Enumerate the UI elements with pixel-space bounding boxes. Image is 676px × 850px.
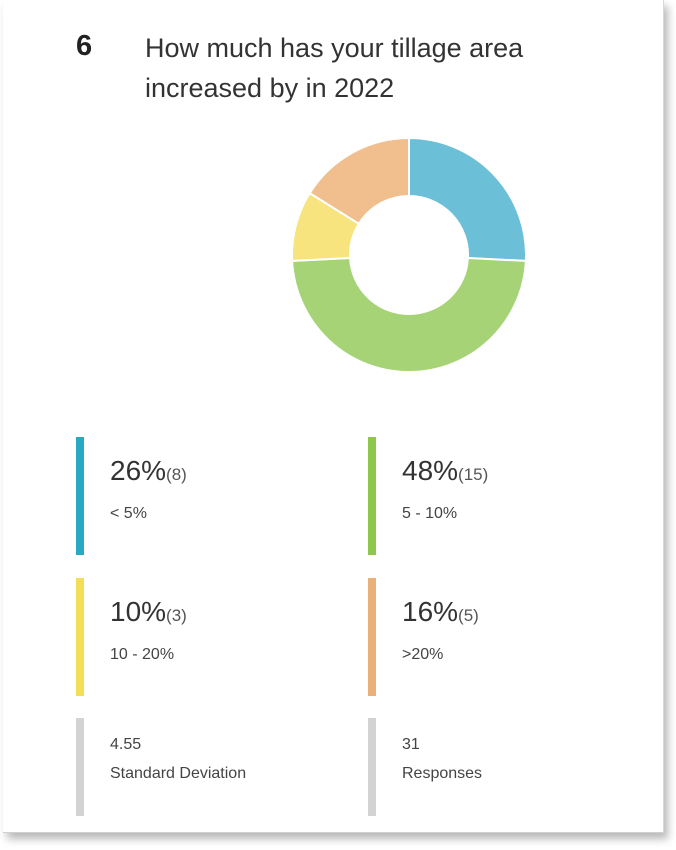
legend-color-bar [76, 578, 84, 696]
question-number: 6 [76, 30, 93, 62]
legend-percent: 16%(5) [402, 596, 479, 627]
legend-item-gt20: 16%(5) >20% [368, 578, 628, 696]
stat-value: 31 [402, 736, 420, 753]
legend-count: (8) [166, 465, 187, 484]
donut-slice-3 [308, 136, 410, 226]
legend-color-bar [368, 578, 376, 696]
legend-item-lt5: 26%(8) < 5% [76, 437, 336, 555]
donut-slice-0 [408, 136, 527, 262]
legend-color-bar [76, 437, 84, 555]
stat-standard-deviation: 4.55 Standard Deviation [76, 718, 336, 816]
stat-bar [76, 718, 84, 816]
stat-label: Responses [402, 765, 483, 782]
legend-label: >20% [402, 646, 444, 663]
legend-count: (15) [458, 465, 489, 484]
legend-item-5-10: 48%(15) 5 - 10% [368, 437, 628, 555]
legend-color-bar [368, 437, 376, 555]
stat-responses: 31 Responses [368, 718, 628, 816]
legend-count: (5) [458, 606, 479, 625]
donut-slice-1 [291, 256, 527, 374]
stat-bar [368, 718, 376, 816]
legend-percent: 10%(3) [110, 596, 187, 627]
stat-label: Standard Deviation [110, 765, 247, 782]
donut-chart [291, 136, 527, 374]
question-card: 6 How much has your tillage area increas… [3, 0, 664, 833]
legend-label: 5 - 10% [402, 505, 458, 522]
stat-value: 4.55 [110, 736, 142, 753]
legend-percent: 26%(8) [110, 455, 187, 486]
legend-count: (3) [166, 606, 187, 625]
question-title: How much has your tillage area increased… [145, 33, 524, 103]
legend-label: < 5% [110, 505, 147, 522]
legend-percent: 48%(15) [402, 455, 489, 486]
legend-item-10-20: 10%(3) 10 - 20% [76, 578, 336, 696]
legend-label: 10 - 20% [110, 646, 175, 663]
